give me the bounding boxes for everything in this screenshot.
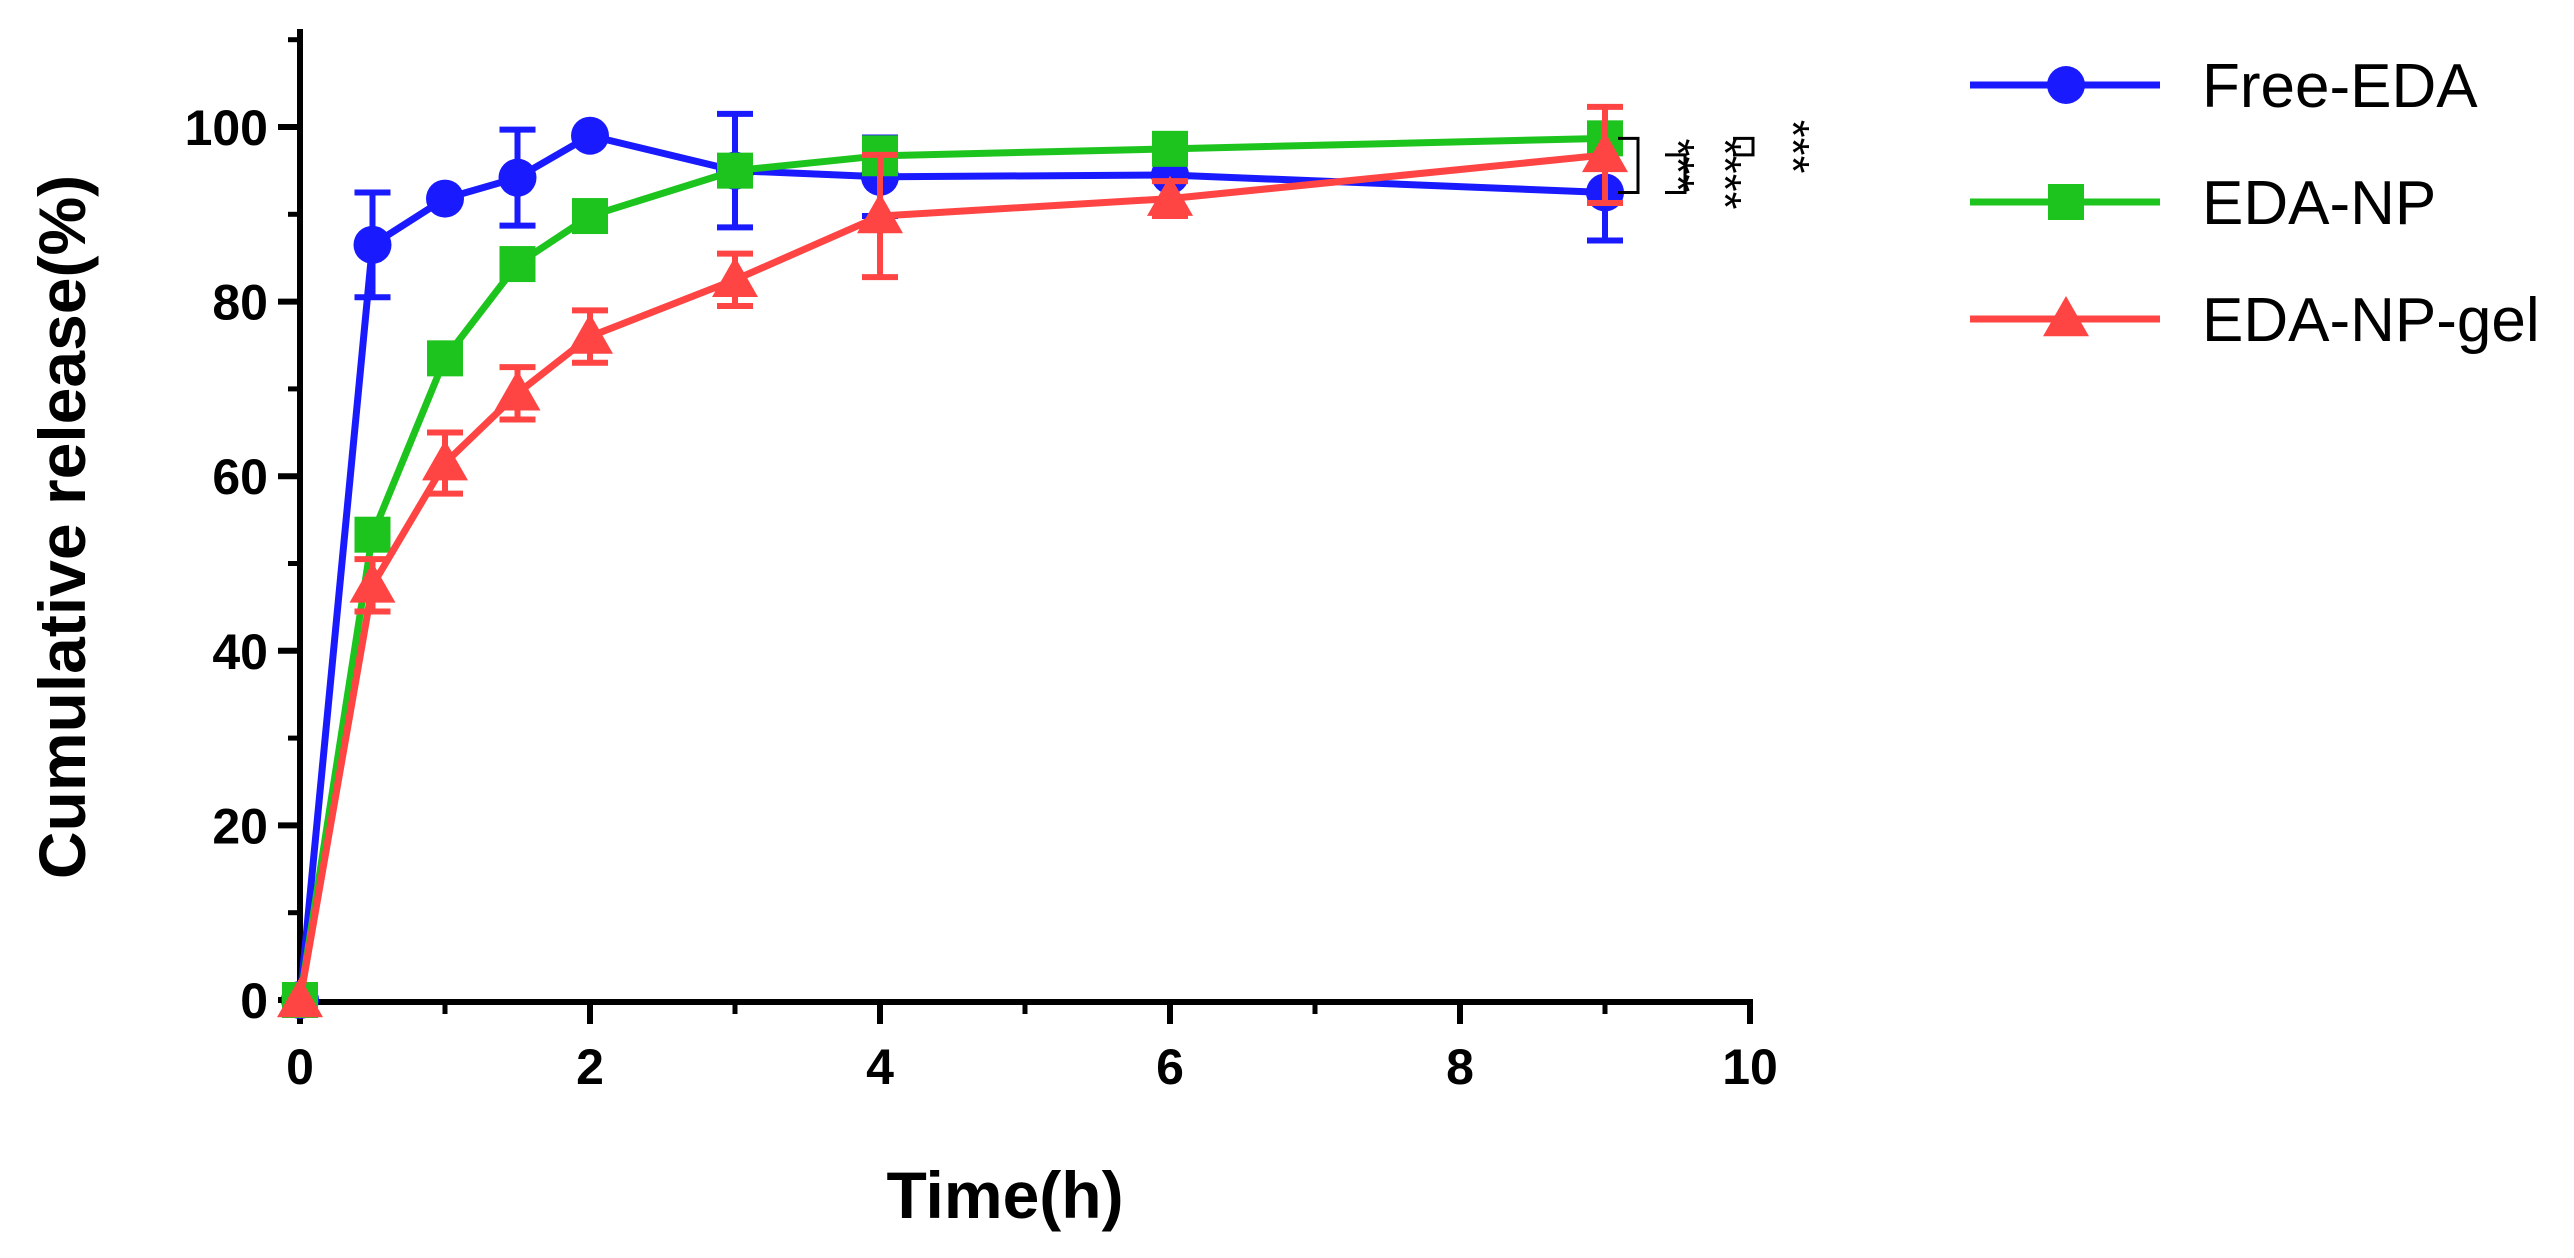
legend-label: EDA-NP (2202, 169, 2436, 238)
data-point-eda-np (717, 152, 753, 189)
significance-bracket: **** (1665, 138, 1751, 210)
bracket-line (1665, 153, 1687, 194)
y-tick-label: 0 (240, 973, 268, 1029)
significance-label: *** (1767, 120, 1819, 174)
significance-label: **** (1699, 138, 1751, 210)
data-point-eda-np-gel (567, 313, 613, 354)
x-axis-title: Time(h) (886, 1158, 1123, 1232)
y-tick-label: 60 (212, 449, 268, 505)
legend-label: EDA-NP-gel (2202, 286, 2540, 355)
legend-marker (2047, 66, 2085, 104)
y-axis-title: Cumulative release(%) (25, 175, 99, 879)
x-tick-label: 6 (1156, 1039, 1184, 1095)
significance-label: *** (1652, 139, 1704, 193)
legend-item-eda-np: EDA-NP (1970, 169, 2436, 238)
series-line-eda-np (296, 134, 1606, 1001)
data-point-free-eda (571, 116, 609, 155)
legend-marker (2043, 296, 2089, 337)
x-tick-label: 0 (286, 1039, 314, 1095)
series-line-free-eda (296, 132, 1606, 1001)
significance-annotations: ******* *** (1618, 120, 1819, 210)
x-tick-label: 10 (1722, 1039, 1778, 1095)
data-point-free-eda (426, 179, 464, 218)
y-tick-label: 20 (212, 798, 268, 854)
axes: 0 20 40 60 80 100 0 2 4 6 8 10 Time(h) Cumulative rel… (25, 29, 1778, 1232)
significance-bracket: *** (1618, 136, 1704, 194)
legend-marker (2048, 184, 2084, 220)
data-point-eda-np-gel (277, 977, 323, 1018)
data-point-eda-np-gel (494, 370, 541, 411)
data-point-eda-np-gel (422, 440, 468, 481)
significance-bracket: *** (1733, 120, 1819, 174)
bracket-line (1733, 136, 1755, 157)
series-line-eda-np-gel (296, 151, 1606, 1001)
series-eda-np-gel (277, 103, 1628, 1018)
data-point-eda-np (1152, 130, 1188, 167)
y-tick-label: 80 (212, 275, 268, 331)
x-tick-label: 2 (576, 1039, 604, 1095)
series-layer (277, 103, 1628, 1019)
y-tick-label: 100 (185, 100, 268, 156)
data-point-eda-np-gel (712, 256, 758, 298)
data-point-eda-np (499, 246, 536, 283)
data-point-eda-np-gel (1147, 175, 1193, 216)
data-point-eda-np-gel (349, 562, 396, 603)
x-tick-label: 8 (1446, 1039, 1474, 1095)
legend-label: Free-EDA (2202, 52, 2478, 121)
data-point-eda-np-gel (1582, 131, 1628, 173)
data-point-free-eda (353, 225, 392, 264)
data-point-eda-np-gel (857, 193, 903, 234)
legend-item-free-eda: Free-EDA (1970, 52, 2478, 121)
data-point-free-eda (498, 158, 537, 197)
bracket-line (1618, 136, 1640, 194)
data-point-eda-np (572, 198, 608, 235)
legend: Free-EDA EDA-NP EDA-NP-gel (1970, 52, 2540, 355)
series-eda-np (282, 120, 1623, 1018)
y-tick-label: 40 (212, 624, 268, 680)
data-point-eda-np (427, 340, 463, 377)
legend-item-eda-np-gel: EDA-NP-gel (1970, 286, 2540, 355)
x-tick-label: 4 (866, 1039, 894, 1095)
series-free-eda (281, 110, 1624, 1019)
data-point-eda-np (354, 516, 391, 553)
